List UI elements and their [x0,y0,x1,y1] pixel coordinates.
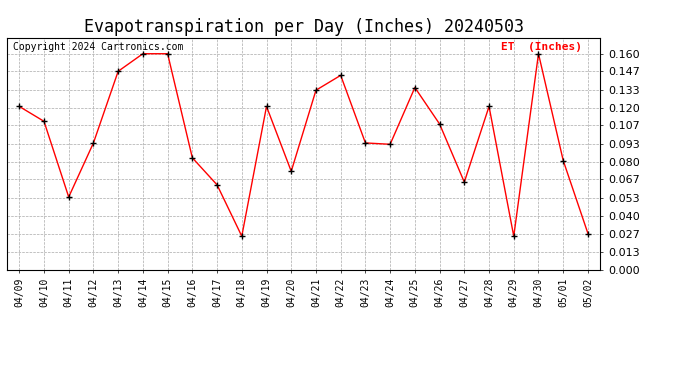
Text: ET  (Inches): ET (Inches) [502,42,582,52]
Title: Evapotranspiration per Day (Inches) 20240503: Evapotranspiration per Day (Inches) 2024… [83,18,524,36]
Text: Copyright 2024 Cartronics.com: Copyright 2024 Cartronics.com [13,42,184,52]
